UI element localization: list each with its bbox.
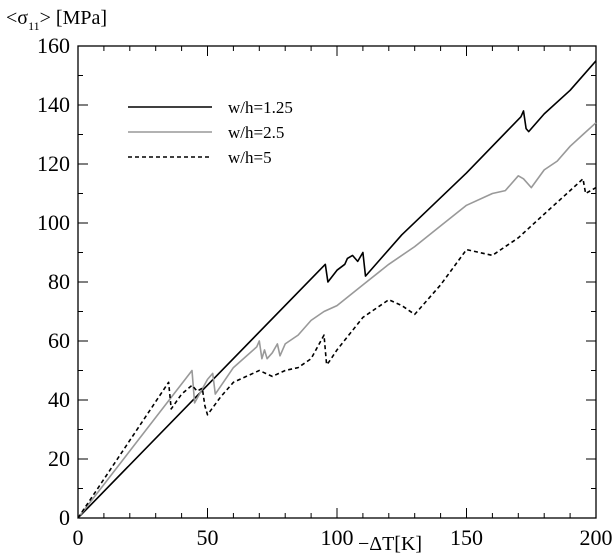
y-tick-label: 160 <box>37 33 70 58</box>
y-tick-label: 60 <box>48 328 70 353</box>
y-tick-label: 100 <box>37 210 70 235</box>
x-tick-label: 50 <box>197 525 219 550</box>
series-layer <box>77 60 597 519</box>
plot-frame <box>77 45 597 519</box>
series-line-3 <box>77 178 597 519</box>
legend-label-3: w/h=5 <box>228 148 272 167</box>
legend: w/h=1.25 w/h=2.5 w/h=5 <box>128 98 293 167</box>
y-axis-label: <σ11> [MPa] <box>6 7 107 33</box>
series-line-2 <box>77 122 597 519</box>
y-tick-label: 140 <box>37 92 70 117</box>
axes: 0 50 100 150 200 0 20 40 60 80 100 120 140 160 <box>37 33 613 550</box>
legend-label-1: w/h=1.25 <box>228 98 293 117</box>
y-tick-label: 80 <box>48 269 70 294</box>
y-tick-label: 120 <box>37 151 70 176</box>
y-tick-label: 40 <box>48 387 70 412</box>
x-tick-label: 200 <box>580 525 613 550</box>
legend-label-2: w/h=2.5 <box>228 123 284 142</box>
x-axis-label: −ΔT[K] <box>358 533 422 555</box>
y-tick-label: 0 <box>59 505 70 530</box>
x-tick-label: 0 <box>73 525 84 550</box>
y-tick-label: 20 <box>48 446 70 471</box>
series-line-1 <box>77 60 597 519</box>
x-tick-label: 150 <box>450 525 483 550</box>
x-tick-label: 100 <box>321 525 354 550</box>
